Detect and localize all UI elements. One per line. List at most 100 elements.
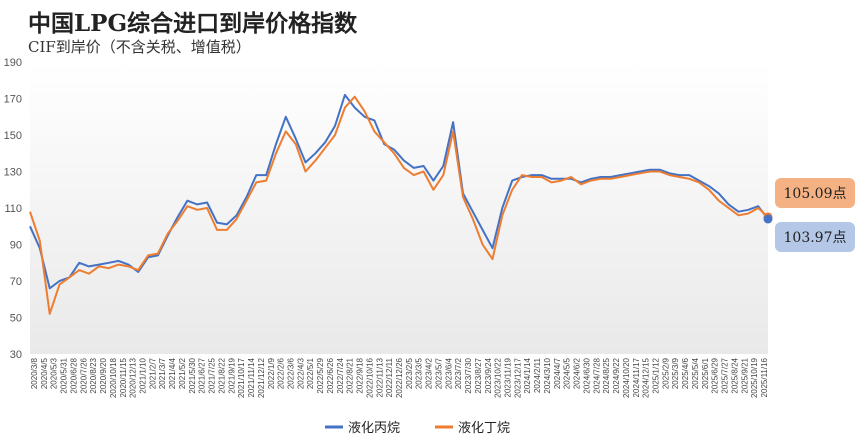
callout-label: 103.97点	[784, 230, 847, 246]
series-line-1	[29, 93, 769, 290]
x-tick-label: 2025/8/24	[730, 357, 739, 393]
x-tick-label: 2025/2/9	[661, 357, 670, 389]
x-tick-label: 2022/8/21	[346, 357, 355, 393]
x-tick-label: 2022/10/16	[365, 357, 374, 398]
chart-subtitle: CIF到岸价（不含关税、增值税）	[28, 38, 251, 56]
x-tick-label: 2024/9/22	[612, 357, 621, 393]
x-tick-label: 2023/3/5	[415, 357, 424, 389]
x-tick-label: 2022/7/24	[336, 357, 345, 393]
chart-title: 中国LPG综合进口到岸价格指数	[28, 10, 358, 37]
x-tick-label: 2024/12/15	[642, 357, 651, 398]
x-tick-label: 2023/2/5	[405, 357, 414, 389]
x-tick-label: 2023/11/19	[504, 357, 513, 397]
last-point-marker	[763, 214, 773, 224]
x-tick-label: 2022/5/29	[316, 357, 325, 393]
x-tick-label: 2020/5/31	[60, 357, 69, 393]
x-tick-label: 2025/4/6	[681, 357, 690, 389]
x-tick-label: 2021/1/10	[139, 357, 148, 393]
x-tick-label: 2021/4/4	[168, 357, 177, 389]
y-tick-label: 110	[4, 203, 22, 215]
series-lines	[29, 93, 769, 315]
x-tick-label: 2021/6/27	[198, 357, 207, 393]
y-tick-label: 30	[10, 349, 22, 361]
legend: 液化丙烷 液化丁烷	[325, 421, 510, 436]
x-tick-label: 2023/7/30	[464, 357, 473, 393]
x-tick-label: 2023/6/4	[444, 357, 453, 389]
x-tick-label: 2024/5/5	[563, 357, 572, 389]
x-tick-label: 2024/3/10	[543, 357, 552, 393]
x-tick-label: 2023/4/2	[425, 357, 434, 389]
x-tick-label: 2022/2/6	[277, 357, 286, 389]
x-tick-label: 2021/8/22	[217, 357, 226, 393]
x-tick-label: 2020/7/26	[79, 357, 88, 393]
x-tick-label: 2022/12/11	[385, 357, 394, 397]
y-tick-label: 70	[10, 276, 22, 288]
x-tick-label: 2021/5/2	[178, 357, 187, 389]
callout-box	[775, 222, 855, 252]
x-tick-label: 2022/4/3	[296, 357, 305, 389]
x-tick-label: 2023/8/27	[474, 357, 483, 393]
x-tick-label: 2025/5/4	[691, 357, 700, 389]
x-tick-label: 2022/5/1	[306, 357, 315, 389]
x-tick-label: 2020/9/20	[99, 357, 108, 393]
legend-label: 液化丁烷	[458, 421, 510, 436]
x-tick-label: 2021/3/7	[158, 357, 167, 389]
x-tick-label: 2020/3/8	[30, 357, 39, 389]
plot-area	[30, 62, 768, 354]
x-tick-label: 2025/10/19	[750, 357, 759, 398]
x-tick-label: 2021/7/25	[208, 357, 217, 393]
x-tick-label: 2020/4/5	[40, 357, 49, 389]
y-tick-label: 90	[10, 240, 22, 252]
x-tick-label: 2024/8/25	[602, 357, 611, 393]
x-tick-label: 2023/9/24	[484, 357, 493, 393]
y-tick-label: 170	[4, 94, 22, 106]
y-tick-label: 190	[4, 57, 22, 69]
x-tick-label: 2020/10/18	[109, 357, 118, 398]
x-tick-label: 2020/8/23	[89, 357, 98, 393]
x-tick-label: 2024/7/28	[592, 357, 601, 393]
x-tick-label: 2025/9/21	[740, 357, 749, 393]
x-tick-label: 2024/11/17	[632, 357, 641, 397]
x-tick-label: 2021/2/7	[148, 357, 157, 389]
x-tick-label: 2023/12/17	[513, 357, 522, 398]
x-tick-label: 2023/7/2	[454, 357, 463, 389]
y-axis: 30 50 70 90 110 130 150 170 190	[4, 57, 22, 361]
x-axis: 2020/3/8 2020/4/5 2020/5/3 2020/5/31 2020/6/…	[30, 357, 769, 398]
x-tick-label: 2022/6/26	[326, 357, 335, 393]
x-tick-label: 2024/1/14	[523, 357, 532, 393]
x-tick-label: 2020/12/13	[129, 357, 138, 398]
x-tick-label: 2024/10/20	[622, 357, 631, 398]
x-tick-label: 2025/7/27	[721, 357, 730, 393]
legend-label: 液化丙烷	[348, 421, 400, 436]
x-tick-label: 2021/5/30	[188, 357, 197, 393]
series-line-2	[29, 95, 769, 315]
x-tick-label: 2025/11/16	[760, 357, 769, 397]
x-tick-label: 2025/6/29	[711, 357, 720, 393]
x-tick-label: 2024/6/30	[582, 357, 591, 393]
y-tick-label: 50	[10, 313, 22, 325]
x-tick-label: 2025/1/12	[651, 357, 660, 393]
x-tick-label: 2021/12/12	[257, 357, 266, 398]
x-tick-label: 2021/9/19	[227, 357, 236, 393]
x-tick-label: 2021/11/14	[247, 357, 256, 397]
y-tick-label: 130	[4, 167, 22, 179]
x-tick-label: 2022/3/6	[286, 357, 295, 389]
x-tick-label: 2025/6/1	[701, 357, 710, 389]
callout-box	[775, 178, 855, 208]
last-value-callouts: 105.09点 103.97点	[763, 178, 855, 252]
x-tick-label: 2020/5/3	[50, 357, 59, 389]
x-tick-label: 2024/4/7	[553, 357, 562, 389]
x-tick-label: 2022/1/9	[267, 357, 276, 389]
x-tick-label: 2022/12/26	[395, 357, 404, 398]
callout-label: 105.09点	[784, 186, 847, 202]
x-tick-label: 2025/3/9	[671, 357, 680, 389]
x-tick-label: 2023/5/7	[434, 357, 443, 389]
x-tick-label: 2024/6/2	[573, 357, 582, 389]
x-tick-label: 2022/11/13	[375, 357, 384, 397]
x-tick-label: 2022/9/18	[356, 357, 365, 393]
y-tick-label: 150	[4, 130, 22, 142]
x-tick-label: 2020/6/28	[69, 357, 78, 393]
x-tick-label: 2023/10/22	[494, 357, 503, 398]
x-tick-label: 2024/2/11	[533, 357, 542, 393]
